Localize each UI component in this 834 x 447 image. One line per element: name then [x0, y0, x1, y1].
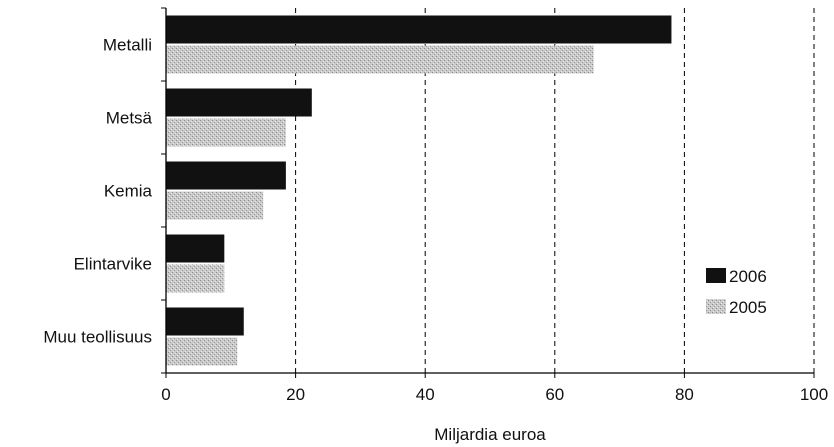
grid [295, 8, 815, 373]
bar-2006 [166, 234, 225, 263]
y-ticks: Metalli Metsä Kemia Elintarvike Muu teollisu… [43, 7, 166, 374]
y-category-label: Metsä [106, 109, 153, 128]
x-tick-label: 100 [800, 385, 828, 404]
x-tick-label: 20 [286, 385, 305, 404]
x-axis-title: Miljardia euroa [434, 425, 546, 444]
bar-2006 [166, 161, 286, 190]
bar-2006 [166, 307, 244, 336]
y-category-label: Metalli [103, 36, 152, 55]
bar-2005 [166, 264, 225, 293]
y-category-label: Kemia [104, 182, 153, 201]
bar-2006 [166, 88, 312, 117]
y-category-label: Elintarvike [74, 255, 152, 274]
bar-2006 [166, 15, 672, 44]
legend-swatch-2006 [706, 268, 726, 283]
x-tick-label: 60 [545, 385, 564, 404]
bar-2005 [166, 118, 286, 147]
x-ticks: 0 20 40 60 80 100 [161, 373, 828, 404]
bars [166, 15, 672, 366]
legend: 2006 2005 [706, 267, 767, 317]
legend-swatch-2005 [706, 299, 726, 314]
legend-label-2006: 2006 [729, 267, 767, 286]
bar-2005 [166, 45, 594, 74]
bar-2005 [166, 191, 264, 220]
legend-label-2005: 2005 [729, 298, 767, 317]
y-category-label: Muu teollisuus [43, 328, 152, 347]
x-tick-label: 0 [161, 385, 170, 404]
x-tick-label: 40 [416, 385, 435, 404]
bar-2005 [166, 337, 238, 366]
x-tick-label: 80 [675, 385, 694, 404]
